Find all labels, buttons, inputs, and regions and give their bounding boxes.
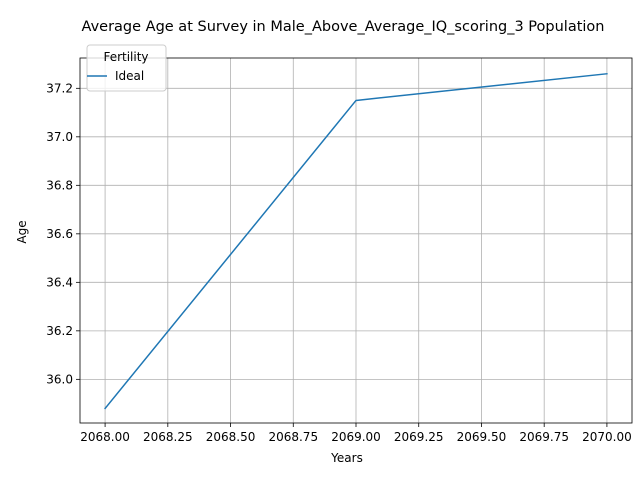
legend-label-ideal: Ideal — [115, 69, 144, 83]
x-axis-label: Years — [330, 451, 363, 465]
legend: Fertility Ideal — [86, 44, 167, 92]
x-tick-label: 2068.00 — [80, 430, 130, 444]
y-tick-label: 37.2 — [46, 81, 73, 95]
y-tick-label: 36.0 — [46, 372, 73, 386]
y-tick-label: 36.2 — [46, 324, 73, 338]
legend-title: Fertility — [103, 50, 148, 64]
legend-box — [86, 44, 167, 92]
series-lines — [104, 72, 608, 410]
x-tick-label: 2068.25 — [143, 430, 193, 444]
y-tick-label: 36.6 — [46, 227, 73, 241]
x-tick-label: 2069.75 — [519, 430, 569, 444]
x-tick-label: 2068.50 — [206, 430, 256, 444]
x-axis-ticks: 2068.00 2068.25 2068.50 2068.75 2069.00 2069.… — [80, 423, 632, 444]
series-line-ideal — [104, 72, 608, 410]
x-tick-label: 2070.00 — [582, 430, 632, 444]
x-tick-label: 2069.50 — [457, 430, 507, 444]
y-axis-ticks: 36.0 36.2 36.4 36.6 36.8 37.0 37.2 — [46, 81, 80, 386]
x-tick-label: 2069.00 — [331, 430, 381, 444]
y-tick-label: 36.4 — [46, 275, 73, 289]
x-tick-label: 2068.75 — [268, 430, 318, 444]
grid-lines — [80, 58, 632, 423]
x-tick-label: 2069.25 — [394, 430, 444, 444]
y-tick-label: 36.8 — [46, 178, 73, 192]
y-axis-label: Age — [15, 220, 29, 243]
y-tick-label: 37.0 — [46, 130, 73, 144]
chart-title: Average Age at Survey in Male_Above_Aver… — [82, 19, 605, 35]
